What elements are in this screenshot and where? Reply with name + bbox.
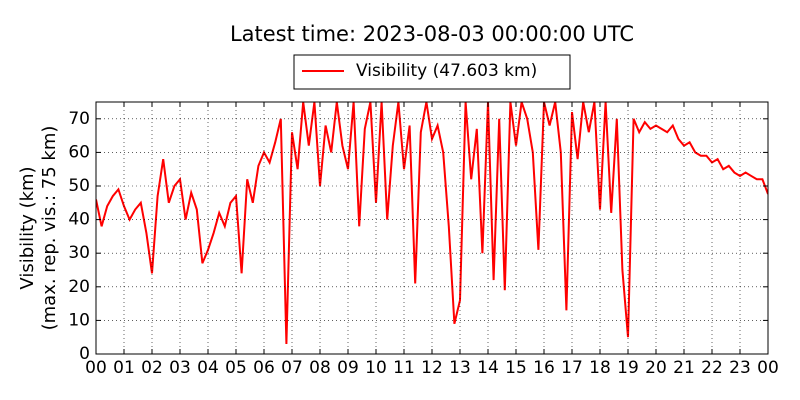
- legend: Visibility (47.603 km): [293, 54, 571, 90]
- chart-title: Latest time: 2023-08-03 00:00:00 UTC: [230, 22, 634, 46]
- x-tick-label: 03: [169, 358, 191, 378]
- x-tick-label: 00: [757, 358, 779, 378]
- plot-frame: [95, 101, 769, 355]
- x-tick-label: 01: [113, 358, 135, 378]
- x-tick-label: 19: [617, 358, 639, 378]
- x-tick-label: 15: [505, 358, 527, 378]
- x-tick-label: 22: [701, 358, 723, 378]
- x-tick-label: 20: [645, 358, 667, 378]
- x-tick-label: 10: [365, 358, 387, 378]
- x-tick-label: 00: [85, 358, 107, 378]
- x-tick-label: 16: [533, 358, 555, 378]
- y-tick-label: 20: [68, 277, 90, 297]
- x-tick-label: 06: [253, 358, 275, 378]
- x-tick-label: 02: [141, 358, 163, 378]
- y-tick-label: 10: [68, 310, 90, 330]
- legend-label: Visibility (47.603 km): [356, 61, 537, 81]
- x-tick-label: 14: [477, 358, 499, 378]
- y-tick-label: 40: [68, 210, 90, 230]
- x-tick-label: 12: [421, 358, 443, 378]
- x-tick-label: 08: [309, 358, 331, 378]
- x-tick-label: 09: [337, 358, 359, 378]
- y-tick-label: 30: [68, 243, 90, 263]
- x-tick-label: 05: [225, 358, 247, 378]
- y-tick-label: 0: [79, 344, 90, 364]
- y-tick-label: 50: [68, 176, 90, 196]
- x-tick-label: 23: [729, 358, 751, 378]
- x-tick-label: 17: [561, 358, 583, 378]
- x-tick-label: 07: [281, 358, 303, 378]
- y-axis-label: (max. rep. vis.: 75 km): [39, 126, 60, 331]
- x-tick-label: 18: [589, 358, 611, 378]
- x-tick-label: 13: [449, 358, 471, 378]
- x-tick-label: 04: [197, 358, 219, 378]
- y-axis-label: Visibility (km): [17, 166, 38, 289]
- y-tick-label: 70: [68, 109, 90, 129]
- x-tick-label: 21: [673, 358, 695, 378]
- x-tick-label: 11: [393, 358, 415, 378]
- y-tick-label: 60: [68, 142, 90, 162]
